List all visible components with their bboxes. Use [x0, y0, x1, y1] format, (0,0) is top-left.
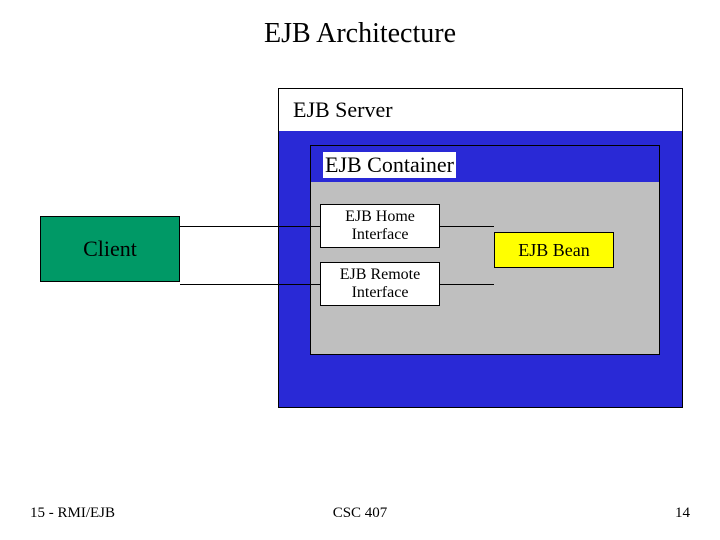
ejb-remote-interface-box: EJB Remote Interface [320, 262, 440, 306]
ejb-remote-interface-label: EJB Remote Interface [321, 266, 439, 301]
slide-title: EJB Architecture [0, 18, 720, 50]
footer-center: CSC 407 [0, 505, 720, 522]
footer-right: 14 [675, 505, 690, 522]
client-box: Client [40, 216, 180, 282]
ejb-bean-box: EJB Bean [494, 232, 614, 268]
ejb-container-label: EJB Container [323, 152, 456, 178]
ejb-home-interface-label: EJB Home Interface [321, 208, 439, 243]
edge-client-home [180, 226, 320, 227]
ejb-bean-label: EJB Bean [518, 240, 590, 261]
edge-client-remote [180, 284, 320, 285]
slide: EJB Architecture EJB Server EJB Containe… [0, 0, 720, 540]
ejb-home-interface-box: EJB Home Interface [320, 204, 440, 248]
client-label: Client [83, 236, 137, 262]
edge-home-bean [440, 226, 494, 227]
edge-remote-bean [440, 284, 494, 285]
ejb-server-label: EJB Server [291, 97, 395, 123]
